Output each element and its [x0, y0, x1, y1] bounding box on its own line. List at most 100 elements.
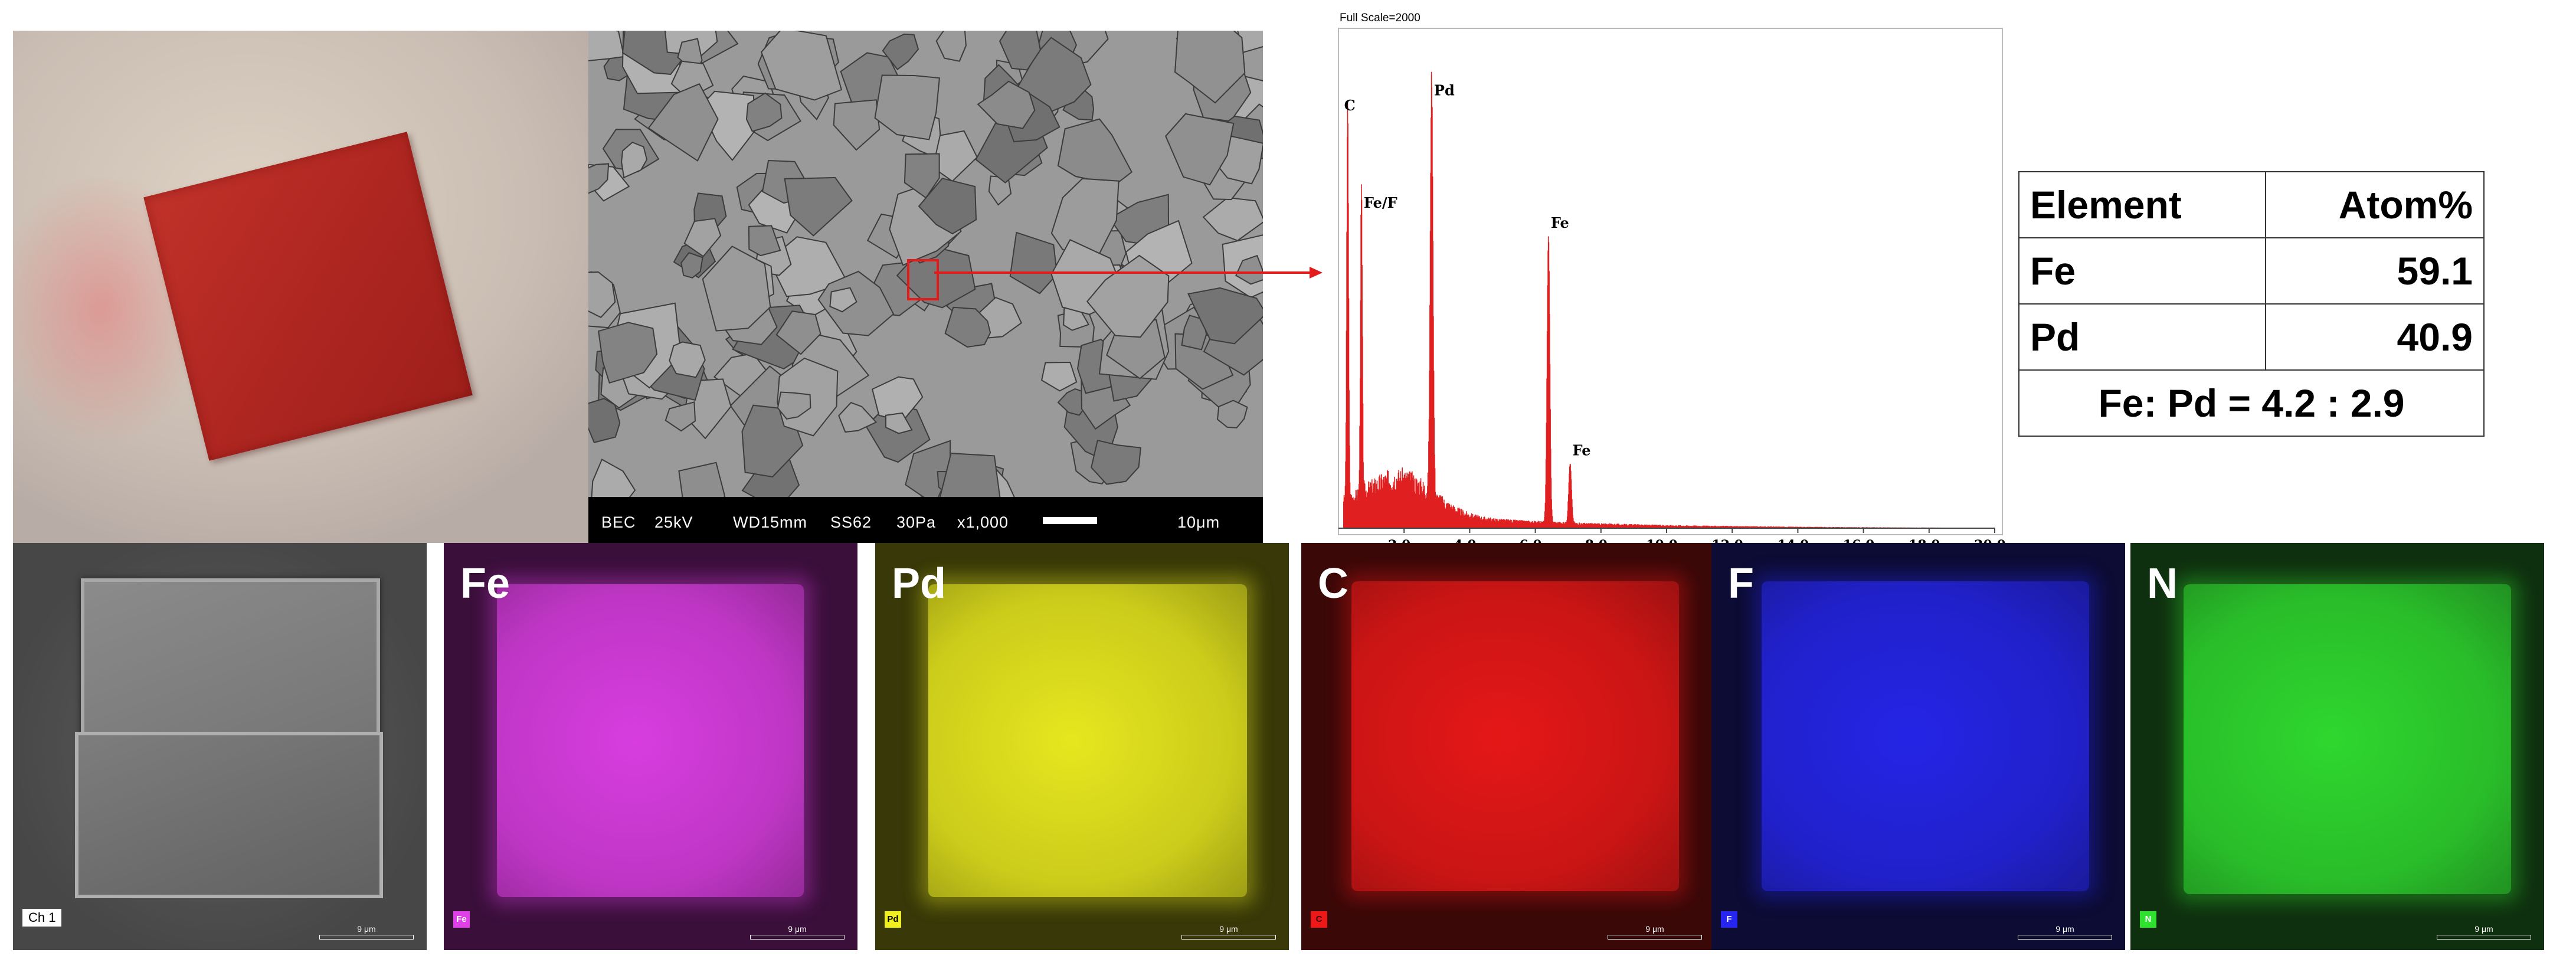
- table-row: Pd 40.9: [2018, 303, 2485, 371]
- roi-box: [907, 259, 939, 300]
- peak-label: Pd: [1434, 82, 1455, 99]
- scale-bar: 9 μm: [2437, 924, 2531, 940]
- eds-spectrum: Full Scale=2000 2.04.06.08.010.012.014.0…: [1338, 12, 2006, 552]
- sem-grain: [1091, 439, 1141, 485]
- fe-signal-square: [497, 584, 804, 897]
- peak-label: Fe: [1573, 441, 1591, 459]
- map-n: N N 9 μm: [2130, 543, 2544, 950]
- scale-bar-line: [1181, 935, 1276, 940]
- sem-grain: [680, 252, 703, 279]
- sem-grain: [874, 74, 940, 140]
- sem-spot-size: SS62: [830, 513, 872, 531]
- row-value: 40.9: [2265, 303, 2485, 371]
- table-ratio-row: Fe: Pd = 4.2 : 2.9: [2018, 369, 2485, 437]
- sem-grain: [748, 225, 781, 257]
- header-atom-percent: Atom%: [2265, 171, 2485, 238]
- f-signal-square: [1762, 581, 2089, 891]
- sem-grain: [904, 153, 940, 199]
- c-signal-square: [1351, 581, 1679, 891]
- map-fe: Fe Fe 9 μm: [444, 543, 857, 950]
- scale-bar-label: 9 μm: [788, 924, 807, 934]
- scale-bar: 9 μm: [1608, 924, 1702, 940]
- optical-photo: [13, 31, 588, 543]
- spectrum-frame: [1338, 28, 2003, 535]
- sem-grain: [760, 31, 843, 101]
- map-chip: Pd: [885, 911, 901, 928]
- map-sem-image: Ch 1 9 μm: [13, 543, 427, 950]
- sem-grain: [1237, 31, 1263, 54]
- row-value: 59.1: [2265, 237, 2485, 305]
- channel-label: Ch 1: [22, 909, 62, 927]
- sem-grain: [665, 401, 696, 432]
- scale-bar-label: 9 μm: [1219, 924, 1238, 934]
- map-element-label: N: [2147, 560, 2178, 607]
- sem-grain: [1235, 254, 1263, 285]
- sem-magnification: x1,000: [957, 513, 1009, 531]
- table-row: Fe 59.1: [2018, 237, 2485, 305]
- ratio-text: Fe: Pd = 4.2 : 2.9: [2018, 369, 2485, 437]
- scale-bar-line: [2018, 935, 2112, 940]
- sem-grain: [669, 341, 706, 378]
- scale-bar: 9 μm: [319, 924, 414, 940]
- sem-grain: [647, 83, 719, 162]
- scale-bar: 9 μm: [2018, 924, 2112, 940]
- sem-grain: [918, 178, 977, 235]
- crystal-lower: [75, 732, 383, 898]
- sem-grain: [777, 391, 811, 420]
- peak-label: Fe: [1551, 214, 1569, 231]
- sem-texture: [588, 31, 1263, 497]
- sem-grain: [999, 31, 1041, 71]
- composition-table: Element Atom% Fe 59.1 Pd 40.9 Fe: Pd = 4…: [2018, 171, 2485, 437]
- scale-bar-line: [2437, 935, 2531, 940]
- sem-grain: [702, 246, 771, 332]
- map-element-label: C: [1318, 560, 1348, 607]
- scale-bar-label: 9 μm: [2055, 924, 2074, 934]
- sem-scale-bar: [1043, 517, 1097, 524]
- spectrum-title: Full Scale=2000: [1340, 12, 1420, 24]
- map-f: F F 9 μm: [1711, 543, 2125, 950]
- scale-bar: 9 μm: [750, 924, 845, 940]
- sem-voltage: 25kV: [654, 513, 693, 531]
- map-element-label: Pd: [892, 560, 947, 607]
- peak-label: Fe/F: [1364, 194, 1397, 211]
- scale-bar-line: [1608, 935, 1702, 940]
- scale-bar-line: [319, 935, 414, 940]
- scale-bar-line: [750, 935, 845, 940]
- sem-grain: [784, 176, 853, 237]
- sem-grain: [1202, 197, 1263, 241]
- sem-working-distance: WD15mm: [733, 513, 807, 531]
- sem-grain: [1165, 113, 1235, 186]
- row-element: Fe: [2018, 237, 2266, 305]
- pd-signal-square: [928, 584, 1247, 897]
- sem-grain: [683, 218, 722, 257]
- scale-bar: 9 μm: [1181, 924, 1276, 940]
- map-chip: F: [1721, 911, 1737, 928]
- sem-grain: [833, 99, 881, 151]
- table-header-row: Element Atom%: [2018, 171, 2485, 238]
- sem-grain: [588, 163, 610, 194]
- red-crystal: [143, 132, 473, 461]
- map-chip: C: [1311, 911, 1327, 928]
- scale-bar-label: 9 μm: [357, 924, 376, 934]
- sem-grain: [1187, 287, 1263, 345]
- sem-pressure: 30Pa: [896, 513, 937, 531]
- sem-grain: [597, 322, 658, 384]
- sem-grain: [621, 141, 648, 179]
- sem-grain: [775, 310, 821, 355]
- sem-grain: [817, 270, 895, 336]
- sem-grain: [588, 31, 625, 61]
- header-element: Element: [2018, 171, 2266, 238]
- sem-grain: [1014, 37, 1092, 113]
- sem-grain: [1216, 400, 1248, 428]
- sem-grain: [1057, 118, 1132, 185]
- sem-image: BEC 25kV WD15mm SS62 30Pa x1,000 10μm: [588, 31, 1263, 543]
- sem-grain: [745, 92, 783, 132]
- map-chip: Fe: [453, 911, 470, 928]
- connector-arrow: [934, 267, 1323, 279]
- sem-scale-label: 10μm: [1177, 513, 1220, 531]
- sem-grain: [1174, 31, 1246, 104]
- sem-grain: [935, 31, 967, 62]
- sem-grain: [882, 33, 919, 70]
- sem-grain: [829, 287, 857, 313]
- sem-grain: [944, 306, 991, 348]
